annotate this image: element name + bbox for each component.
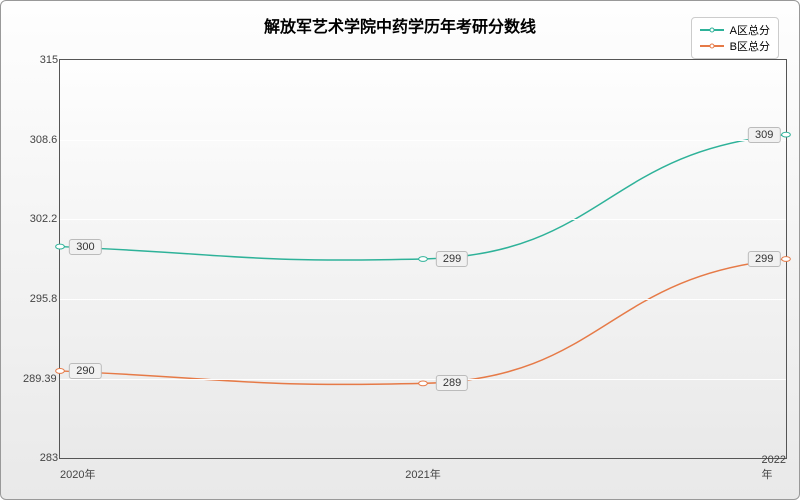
legend-item-b: B区总分 [700, 38, 770, 54]
line-svg [60, 60, 786, 458]
data-label: 290 [69, 363, 101, 379]
legend-label-a: A区总分 [730, 22, 770, 38]
data-point [782, 257, 791, 262]
series-line-0 [60, 135, 786, 260]
grid-line [60, 219, 786, 220]
legend: A区总分 B区总分 [691, 17, 779, 59]
chart-title: 解放军艺术学院中药学历年考研分数线 [1, 13, 799, 37]
y-axis-tick: 302.2 [30, 213, 58, 225]
data-point [56, 369, 65, 374]
legend-dot-a [709, 28, 714, 33]
grid-line [60, 140, 786, 141]
data-label: 289 [436, 375, 468, 391]
data-label: 299 [748, 251, 780, 267]
series-line-1 [60, 259, 786, 384]
plot-area: 283289.39295.8302.2308.63152020年2021年202… [59, 59, 787, 459]
grid-line [60, 379, 786, 380]
chart-container: 解放军艺术学院中药学历年考研分数线 A区总分 B区总分 283289.39295… [0, 0, 800, 500]
legend-line-a [700, 29, 724, 31]
data-label: 300 [69, 239, 101, 255]
data-point [782, 132, 791, 137]
data-point [419, 381, 428, 386]
x-axis-tick: 2020年 [60, 466, 95, 482]
x-axis-tick: 2022年 [762, 454, 786, 482]
y-axis-tick: 289.39 [23, 373, 57, 385]
x-axis-tick: 2021年 [405, 466, 440, 482]
data-point [419, 257, 428, 262]
legend-label-b: B区总分 [730, 38, 770, 54]
data-label: 309 [748, 127, 780, 143]
y-axis-tick: 283 [40, 452, 58, 464]
y-axis-tick: 315 [40, 54, 58, 66]
grid-line [60, 299, 786, 300]
y-axis-tick: 295.8 [30, 293, 58, 305]
y-axis-tick: 308.6 [30, 134, 58, 146]
data-label: 299 [436, 251, 468, 267]
legend-item-a: A区总分 [700, 22, 770, 38]
data-point [56, 244, 65, 249]
legend-dot-b [709, 44, 714, 49]
legend-line-b [700, 45, 724, 47]
